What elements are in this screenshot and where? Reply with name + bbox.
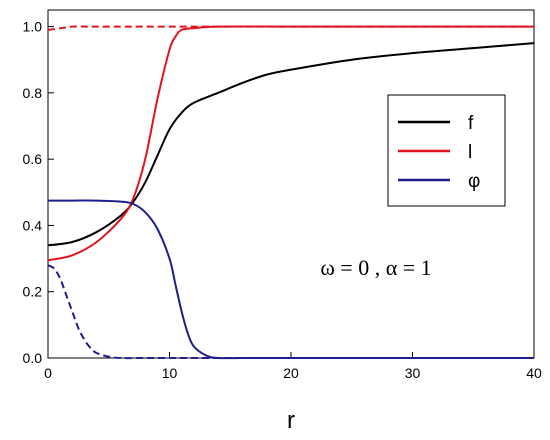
legend: flφ [387, 94, 506, 207]
x-tick-label: 0 [44, 365, 52, 381]
y-tick-label: 0.8 [23, 85, 43, 101]
annotation-text: ω = 0 , α = 1 [320, 255, 431, 280]
y-tick-label: 0.0 [23, 350, 43, 366]
axis-ticks: 0 10 20 30 40 0.0 0.2 0.4 0.6 0.8 1.0 [23, 19, 542, 381]
y-tick-label: 0.2 [23, 284, 43, 300]
series-line-3-dashed [47, 25, 534, 31]
y-tick-label: 1.0 [23, 19, 43, 35]
x-tick-label: 20 [283, 365, 299, 381]
legend-label: l [468, 142, 472, 163]
x-tick-label: 10 [162, 365, 178, 381]
x-tick-label: 30 [405, 365, 421, 381]
legend-label: φ [468, 171, 480, 192]
series-line-4-dashed [47, 264, 534, 360]
y-tick-label: 0.6 [23, 151, 43, 167]
series-line-2 [48, 199, 534, 360]
series-line-0 [47, 42, 535, 247]
x-tick-label: 40 [526, 365, 542, 381]
x-axis-title: r [287, 407, 295, 434]
y-tick-label: 0.4 [23, 217, 43, 233]
legend-label: f [468, 113, 474, 134]
series-line-1 [47, 25, 534, 262]
series-layer [47, 25, 535, 360]
